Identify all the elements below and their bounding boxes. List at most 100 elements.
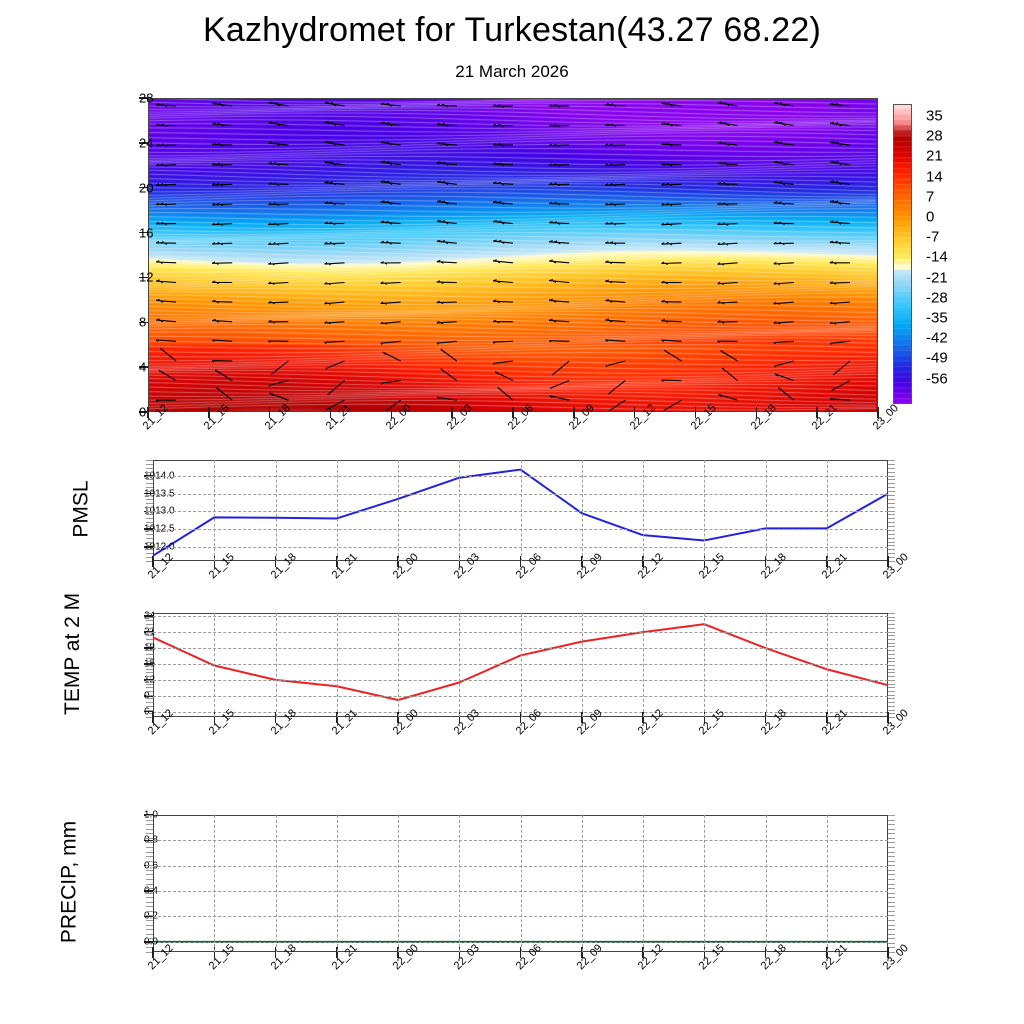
x-tick xyxy=(642,947,644,958)
y-tick xyxy=(139,366,148,368)
x-tick xyxy=(826,556,828,567)
x-tick xyxy=(268,407,271,418)
y-tick-minor xyxy=(146,687,153,689)
y-tick-minor xyxy=(888,479,895,481)
y-tick-minor xyxy=(888,942,895,944)
colorbar-label: -35 xyxy=(926,309,948,327)
y-tick-minor xyxy=(146,860,153,862)
colorbar-frame xyxy=(893,104,912,404)
y-tick-minor xyxy=(146,691,153,692)
y-tick-minor xyxy=(888,846,895,848)
y-tick-minor xyxy=(146,526,153,528)
grid-line-vertical xyxy=(459,460,461,561)
x-tick xyxy=(152,947,154,958)
y-tick-minor xyxy=(146,467,153,469)
y-tick-minor xyxy=(146,494,153,496)
y-tick-minor xyxy=(146,683,153,685)
grid-line-vertical xyxy=(704,815,706,952)
x-tick xyxy=(703,712,705,723)
grid-line-vertical xyxy=(826,815,828,952)
x-tick xyxy=(519,556,522,567)
x-tick xyxy=(329,407,332,418)
grid-line-vertical xyxy=(704,613,706,717)
y-tick-minor xyxy=(888,929,895,931)
y-tick-minor xyxy=(888,698,895,700)
y-tick-minor xyxy=(888,842,895,844)
y-tick-minor xyxy=(888,471,895,473)
y-tick xyxy=(144,528,153,530)
colorbar: 35 28 21 14 7 0 -7 -14 -21 -28 -35 -42 -49 -56 xyxy=(893,104,948,404)
y-tick-minor xyxy=(146,920,153,922)
y-tick xyxy=(139,321,148,324)
y-tick-minor xyxy=(888,668,895,670)
grid-line-vertical xyxy=(520,613,522,717)
y-tick-minor xyxy=(146,702,153,704)
x-tick xyxy=(336,947,338,958)
grid-line-vertical xyxy=(643,613,644,717)
x-tick xyxy=(887,556,889,567)
page-title: Kazhydromet for Turkestan(43.27 68.22) xyxy=(202,11,822,49)
y-tick-minor xyxy=(146,522,153,524)
y-tick-minor xyxy=(146,646,153,648)
y-tick-minor xyxy=(146,705,153,707)
y-tick-minor xyxy=(146,661,153,663)
y-tick xyxy=(144,492,153,495)
y-tick xyxy=(144,647,153,649)
y-tick-minor xyxy=(146,713,153,715)
x-tick xyxy=(213,712,215,723)
y-tick-minor xyxy=(888,561,895,562)
x-tick xyxy=(633,407,636,418)
colorbar-label: 0 xyxy=(926,208,935,226)
x-tick xyxy=(581,712,583,723)
y-tick-minor xyxy=(888,815,895,816)
cross-section-frame xyxy=(148,98,878,412)
y-tick-minor xyxy=(146,471,153,473)
y-tick-minor xyxy=(146,924,153,926)
grid-line-vertical xyxy=(336,460,338,561)
x-tick xyxy=(755,407,758,418)
grid-line-vertical xyxy=(520,815,522,952)
y-axis-label: 8 xyxy=(139,314,147,330)
y-tick-minor xyxy=(146,883,153,885)
x-tick xyxy=(764,712,767,723)
grid-line-vertical xyxy=(275,815,277,952)
y-tick-minor xyxy=(146,910,153,912)
x-tick xyxy=(397,712,399,723)
y-tick xyxy=(144,615,153,617)
colorbar-label: -14 xyxy=(926,248,948,266)
y-tick-minor xyxy=(888,709,895,711)
y-tick-minor xyxy=(146,498,153,500)
colorbar-label: 21 xyxy=(926,147,943,165)
y-tick-minor xyxy=(146,502,153,504)
x-tick xyxy=(703,947,705,958)
y-tick-minor xyxy=(888,910,895,912)
y-axis-label: 0.0 xyxy=(144,936,158,948)
y-axis-label: 28 xyxy=(139,90,154,106)
y-tick-minor xyxy=(146,529,153,531)
colorbar-label: 28 xyxy=(926,127,943,145)
y-tick-minor xyxy=(146,510,153,512)
y-tick-minor xyxy=(888,920,895,922)
y-axis-label: 9 xyxy=(144,690,150,702)
y-tick-minor xyxy=(888,475,895,477)
y-tick-minor xyxy=(146,639,153,640)
x-tick xyxy=(581,556,583,567)
y-axis-label: 6 xyxy=(144,706,150,718)
x-tick xyxy=(877,407,879,418)
y-tick-minor xyxy=(888,694,895,696)
y-tick-minor xyxy=(888,514,895,516)
y-tick-minor xyxy=(888,549,895,551)
y-tick-minor xyxy=(888,819,895,821)
y-tick-minor xyxy=(888,635,895,637)
y-tick-minor xyxy=(888,522,895,524)
x-tick xyxy=(573,407,575,418)
y-tick-minor xyxy=(146,487,153,489)
x-tick xyxy=(519,712,522,723)
y-tick-minor xyxy=(146,518,153,520)
y-tick-minor xyxy=(146,869,153,871)
page-subtitle: 21 March 2026 xyxy=(455,62,569,81)
y-tick-minor xyxy=(146,613,153,614)
y-tick-minor xyxy=(146,897,153,899)
y-tick-minor xyxy=(888,653,895,655)
x-tick xyxy=(887,947,889,958)
